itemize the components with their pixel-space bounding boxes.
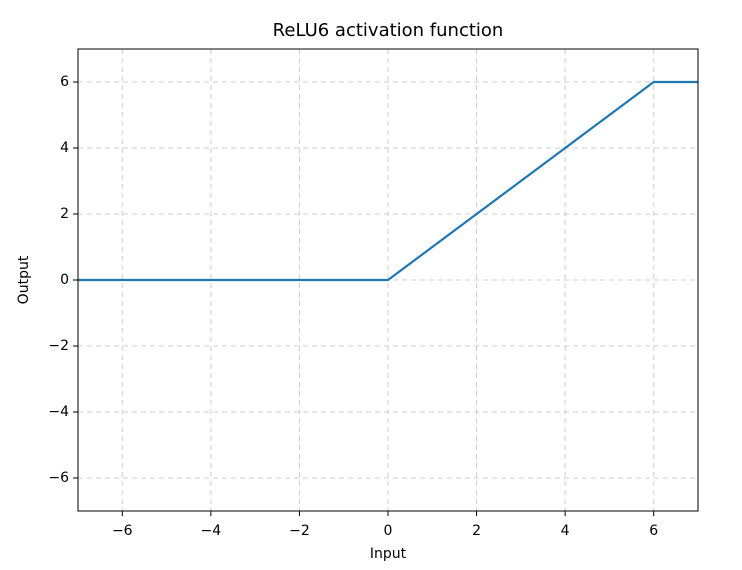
y-tick-label: −2 [48,338,69,354]
y-tick-label: 0 [60,272,69,288]
x-tick-label: 4 [561,523,570,539]
x-tick-label: −6 [112,523,133,539]
y-axis-label: Output [16,255,32,304]
x-tick-label: −4 [201,523,222,539]
y-tick-label: −4 [48,404,69,420]
plot-frame [77,48,699,512]
data-line [78,80,698,282]
x-tick-label: −2 [289,523,310,539]
y-tick-label: 6 [60,74,69,90]
y-tick-label: 4 [60,140,69,156]
chart-title: ReLU6 activation function [273,20,504,41]
x-tick-label: 6 [649,523,658,539]
x-tick-label: 0 [384,523,393,539]
x-axis-label: Input [370,546,407,562]
x-tick-label: 2 [472,523,481,539]
y-tick-label: −6 [48,470,69,486]
y-tick-label: 2 [60,206,69,222]
